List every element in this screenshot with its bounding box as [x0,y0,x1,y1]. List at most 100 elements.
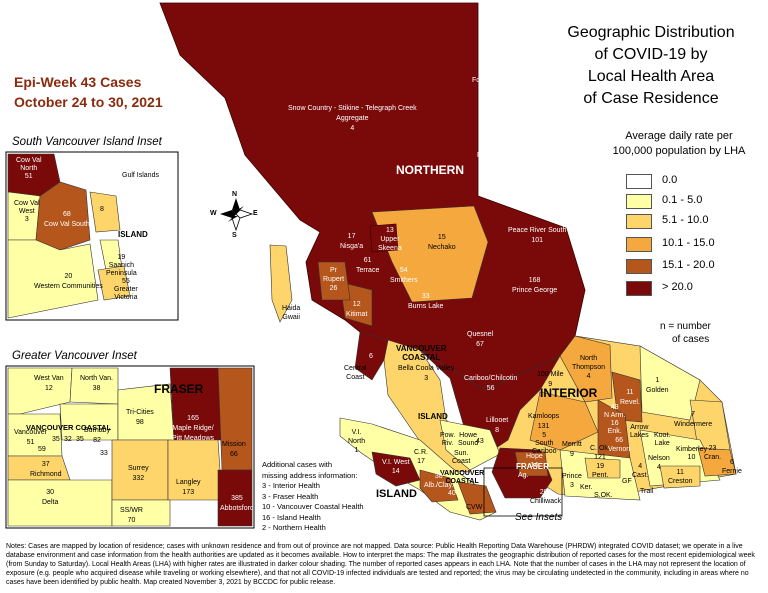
lha-kimberley: Kimberley 10 [676,446,707,462]
lha-label: Cast. [632,472,649,479]
lha-count: 66 [615,437,623,444]
lha-count: 14 [391,468,400,475]
lha-keremeos: Ker. [580,484,592,491]
gv-burnaby: Burnaby 82 [84,426,110,446]
lha-count: 61 [363,257,372,264]
lha-central-coast-shape[interactable] [354,331,389,381]
lha-prince-george: 168 Prince George [512,276,557,296]
lha-count: 9 [569,451,574,458]
lha-100-mile: 100 Mile 9 [537,370,563,390]
lha-cariboo-shape[interactable] [419,349,561,453]
lha-upper-skeena-shape[interactable] [369,223,399,253]
lha-northern-shape[interactable] [159,2,586,391]
lha-label-2: Sound [458,440,479,447]
lha-upper-skeena: 13 Upper Skeena [378,226,402,253]
lha-count: 43 [476,438,484,445]
lha-vi-north: V.I. North 1 [348,428,365,455]
lha-count: 43 [610,404,619,411]
lha-golden-shape[interactable] [639,345,701,421]
lha-label: Mission [222,441,246,448]
region-fraser-gv: FRASER [154,382,204,396]
lha-label: Burnaby [84,427,111,434]
legend-swatch-0 [626,174,652,189]
lha-hope: Hope 14 [526,452,543,470]
lha-agassiz: Ag. [518,472,529,479]
lha-windermere: 7 Windermere [674,410,712,430]
gv-tri-cities: Tri-Cities 98 [126,408,154,428]
lha-count: 66 [229,451,238,458]
lha-south-okanagan: S.OK. [594,492,613,499]
lha-count: 3 [424,375,429,382]
lha-count: 82 [93,437,101,444]
lha-pr-rupert-shape[interactable] [317,261,351,301]
lha-count: 4 [586,373,591,380]
compass-s: S [232,232,237,239]
lha-count: 101 [531,237,544,244]
lha-nechako-shape[interactable] [371,205,489,303]
n-note-line-2: of cases [672,334,710,345]
lha-fort-nelson: Fort Nelson 13 [472,76,508,96]
lha-haida-gwaii-shape[interactable] [269,244,293,323]
lha-label: Ker. [580,484,593,491]
gv-abbotsford: 385 Abbotsford [220,494,254,514]
epi-date-line: October 24 to 30, 2021 [14,94,163,110]
lha-count: 54 [399,267,408,274]
lha-vancouver-island-shape[interactable] [339,417,497,521]
lha-label: Abbotsford [220,505,254,512]
gv-33: 33 [100,450,108,457]
lha-label-2: Coast [452,458,471,465]
lha-pr-rupert: Pr Rupert 26 [323,266,344,293]
lha-north-thompson-shape[interactable] [559,335,613,403]
gv-richmond: 37 Richmond [30,460,62,480]
lha-label: Western Communities [34,283,103,290]
lha-label-2: Enk. [607,428,622,435]
add-line-0: Additional cases with [262,460,333,469]
lha-central-okanagan-shape[interactable] [584,457,621,479]
lha-creston: 11 Creston [668,468,693,486]
lha-label: Snow Country - Stikine - Telegraph Creek [288,105,417,112]
region-island-main: ISLAND [376,488,417,500]
lha-label-2: Pitt Meadows [172,435,215,442]
lha-cranbrook-shape[interactable] [697,447,737,477]
gv-sswr-shape[interactable] [111,499,171,527]
gv-west-van-shape[interactable] [7,367,73,415]
n-note-line-1: n = number [660,321,711,332]
sv-gulf-shape[interactable] [89,191,121,233]
lha-label: Tri-Cities [126,409,154,416]
lha-alberni-shape[interactable] [419,469,459,503]
region-vc-line-1: VANCOUVER [396,344,447,353]
sv-saanich: 19 Saanich Peninsula [106,254,137,278]
lha-label: Cariboo/Chilcotin [464,375,518,382]
see-insets-label: See Insets [515,512,563,523]
lha-creston-shape[interactable] [659,465,701,489]
lha-burns-lake: 33 Burns Lake [408,292,443,312]
gv-abbotsford-shape[interactable] [217,469,253,527]
lha-revelstoke-shape[interactable] [611,371,643,423]
gv-delta-shape[interactable] [7,479,113,527]
lha-label: Central [344,365,367,372]
lha-count: 51 [24,173,33,180]
lha-label: Haida [282,305,301,312]
sv-western-shape[interactable] [7,239,99,319]
lha-golden: 1 Golden [646,376,669,396]
lha-count: 17 [417,458,425,465]
lha-count: 173 [182,489,195,496]
lha-label: Pow. [440,432,456,439]
lha-label: Richmond [30,471,62,478]
lha-kamloops-shape[interactable] [529,391,599,451]
sv-victoria-shape[interactable] [97,265,131,301]
lha-howe-sound-shape[interactable] [439,419,501,471]
lha-count: 13 [486,87,494,94]
lha-label: Fernie [722,468,742,475]
gv-vancouver: Vancouver 51 [14,428,47,448]
region-northern: NORTHERN [396,163,464,177]
gv-maple-ridge: 165 Maple Ridge/Pitt Meadows [172,414,214,444]
lha-cvw-shape[interactable] [457,481,497,515]
lha-count: 38 [434,473,443,480]
lha-vi-west-shape[interactable] [371,451,421,487]
legend-swatch-2 [626,214,652,229]
lha-count: 14 [530,462,539,469]
lha-count: 33 [100,450,108,457]
lha-label: Fort Nelson [472,77,509,84]
lha-count: 3 [24,216,29,223]
